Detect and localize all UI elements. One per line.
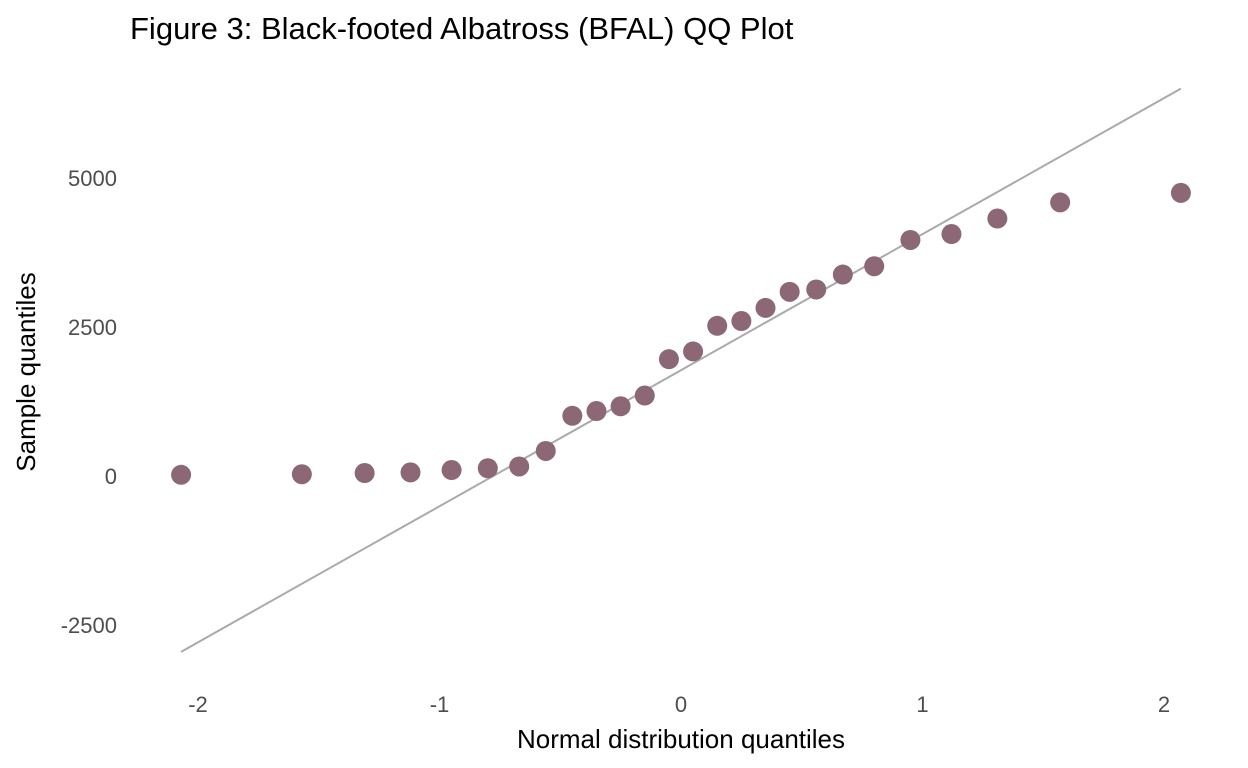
data-point-1: [171, 464, 192, 485]
data-point-4: [400, 462, 421, 483]
data-point-14: [683, 341, 704, 362]
data-point-7: [509, 456, 530, 477]
x-tick-label: 2: [1158, 692, 1170, 717]
data-point-24: [987, 208, 1008, 229]
data-point-17: [755, 297, 776, 318]
data-point-25: [1050, 192, 1071, 213]
y-tick-label: -2500: [61, 613, 117, 638]
data-point-10: [586, 401, 607, 422]
data-point-20: [832, 264, 853, 285]
data-point-13: [658, 349, 679, 370]
data-point-26: [1170, 182, 1191, 203]
chart-title: Figure 3: Black-footed Albatross (BFAL) …: [130, 11, 794, 46]
plot-area: [171, 87, 1191, 653]
y-axis-ticks: -2500 0 2500 5000: [61, 166, 117, 638]
x-tick-label: 0: [675, 692, 687, 717]
data-point-23: [941, 224, 962, 245]
data-point-18: [779, 281, 800, 302]
data-point-22: [900, 229, 921, 250]
data-point-21: [864, 256, 885, 277]
x-tick-label: -2: [188, 692, 208, 717]
y-tick-label: 5000: [68, 166, 117, 191]
data-point-8: [535, 440, 556, 461]
data-point-19: [806, 279, 827, 300]
y-tick-label: 2500: [68, 315, 117, 340]
y-axis-title: Sample quantiles: [11, 272, 41, 471]
x-tick-label: -1: [430, 692, 450, 717]
data-point-3: [354, 463, 375, 484]
x-axis-title: Normal distribution quantiles: [517, 724, 845, 754]
data-point-15: [707, 315, 728, 336]
y-tick-label: 0: [105, 464, 117, 489]
data-point-5: [441, 460, 462, 481]
x-tick-label: 1: [916, 692, 928, 717]
reference-line: [180, 87, 1182, 653]
data-point-9: [562, 405, 583, 426]
data-point-12: [634, 385, 655, 406]
x-axis-ticks: -2 -1 0 1 2: [188, 692, 1170, 717]
data-point-16: [731, 311, 752, 332]
data-point-11: [610, 396, 631, 417]
data-point-6: [477, 458, 498, 479]
data-point-2: [291, 464, 312, 485]
